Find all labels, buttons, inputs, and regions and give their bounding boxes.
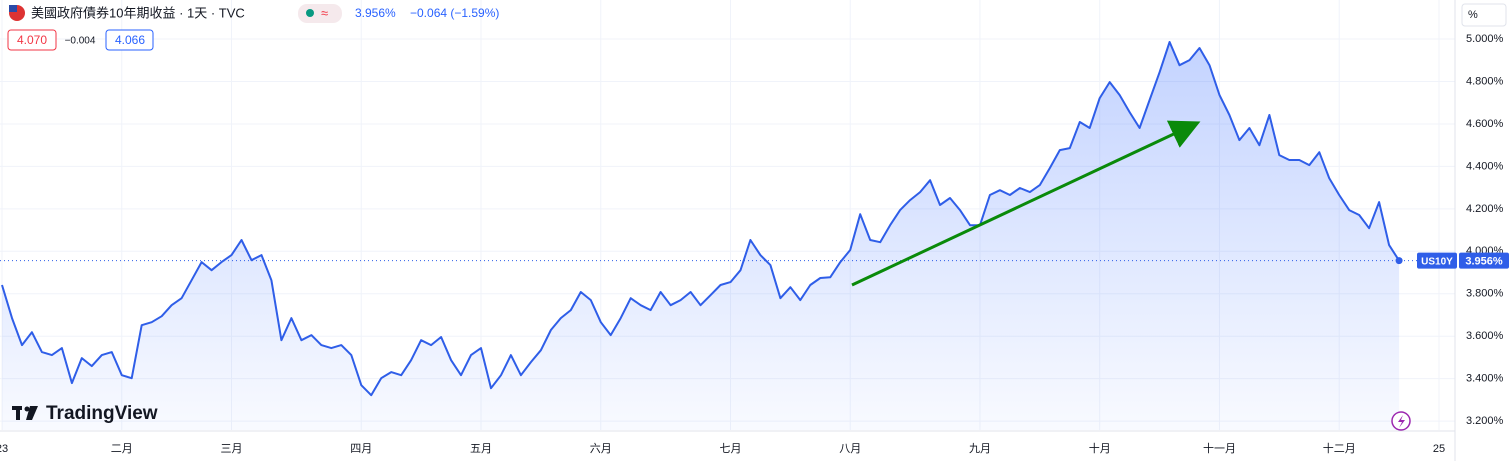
symbol-badge <box>1417 252 1457 269</box>
x-tick-label: 四月 <box>350 443 372 455</box>
x-tick-label: 25 <box>1433 443 1445 455</box>
symbol-title: 美國政府債券10年期收益 · 1天 · TVC <box>31 5 245 20</box>
logo-text: TradingView <box>46 403 158 424</box>
price-change: −0.064 (−1.59%) <box>410 6 499 20</box>
ask-button[interactable] <box>105 29 154 51</box>
x-tick-label: 十月 <box>1089 441 1111 455</box>
x-tick-label: 七月 <box>719 442 741 455</box>
y-tick-label: 5.000% <box>1466 33 1504 45</box>
y-tick-label: 4.400% <box>1466 160 1504 172</box>
scale-button[interactable] <box>1461 3 1507 27</box>
x-tick-label: 九月 <box>969 442 991 455</box>
logo-mark <box>24 406 30 412</box>
x-tick-label: 八月 <box>839 443 861 455</box>
y-tick-label: 3.800% <box>1466 288 1504 300</box>
delay-icon: ≈ <box>321 5 328 20</box>
x-tick-label: 23 <box>0 443 8 455</box>
ask: 4.066 <box>115 33 145 47</box>
axis: 3.200%3.400%3.600%3.800%4.000%4.200%4.40… <box>0 33 1509 455</box>
y-tick-label: 4.600% <box>1466 118 1504 130</box>
bid: 4.070 <box>17 33 47 47</box>
line <box>1 41 1400 397</box>
y-tick-label: 4.200% <box>1466 203 1504 215</box>
area <box>2 42 1400 430</box>
header: 美國政府債券10年期收益 · 1天 · TVC ≈ 3.956% −0.064 … <box>7 3 1507 51</box>
y-tick-label: 3.400% <box>1466 373 1504 385</box>
plot <box>0 41 1455 430</box>
trend-arrow <box>851 120 1201 287</box>
y-tick-label: 4.800% <box>1466 75 1504 87</box>
x-tick-label: 五月 <box>470 443 492 455</box>
event-icon <box>1398 415 1405 428</box>
logo-mark <box>26 406 38 420</box>
x-tick-label: 三月 <box>221 443 243 455</box>
status-badge[interactable] <box>298 4 342 23</box>
market-status <box>306 9 314 17</box>
scale-label: % <box>1468 9 1478 21</box>
last-price: 3.956% <box>355 6 396 20</box>
y-tick-label: 3.200% <box>1466 415 1504 427</box>
x-tick-label: 十一月 <box>1203 441 1236 455</box>
last-point <box>1395 257 1403 265</box>
bid-button[interactable] <box>7 29 57 51</box>
x-tick-label: 二月 <box>111 443 133 455</box>
flag-icon <box>9 5 17 12</box>
grid <box>0 0 1455 430</box>
y-tick-label: 3.600% <box>1466 330 1504 342</box>
price-label: 3.956% <box>1465 256 1503 268</box>
symbol-label: US10Y <box>1421 256 1453 267</box>
price-badge <box>1459 252 1509 269</box>
spread: −0.004 <box>65 36 96 47</box>
x-tick-label: 十二月 <box>1323 441 1356 455</box>
x-tick-label: 六月 <box>590 442 612 455</box>
logo-mark <box>16 406 20 420</box>
logo: TradingView <box>12 403 158 424</box>
